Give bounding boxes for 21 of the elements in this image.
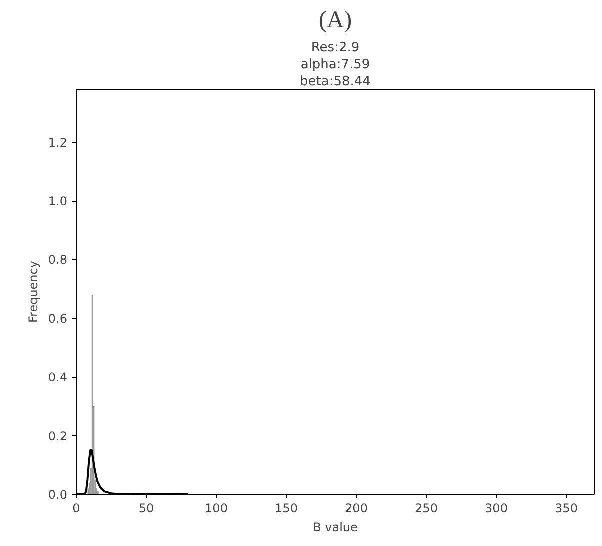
x-tick-label: 300 (485, 502, 508, 516)
x-tick-label: 50 (138, 502, 154, 516)
text: beta:58.44 (300, 74, 371, 90)
chart-title: (A) (318, 8, 352, 34)
y-tick-label: 0.0 (48, 488, 68, 502)
y-tick-label: 0.4 (48, 370, 68, 385)
x-axis-title: B value (313, 520, 358, 534)
text: Res:2.9 (311, 40, 360, 56)
x-tick-label: 0 (72, 502, 80, 516)
x-tick-label: 150 (275, 502, 298, 516)
y-tick-label: 1.0 (48, 194, 68, 209)
text: alpha:7.59 (300, 58, 370, 72)
y-axis-title: Frequency (26, 260, 40, 323)
y-tick-label: 0.8 (48, 253, 68, 268)
x-tick-label: 100 (205, 502, 228, 516)
x-tick-label: 350 (555, 502, 578, 516)
x-tick-label: 250 (415, 502, 438, 516)
y-tick-label: 0.6 (48, 312, 68, 326)
x-tick-label: 200 (345, 502, 368, 516)
y-tick-label: 1.2 (48, 136, 68, 150)
y-tick-label: 0.2 (48, 429, 68, 444)
